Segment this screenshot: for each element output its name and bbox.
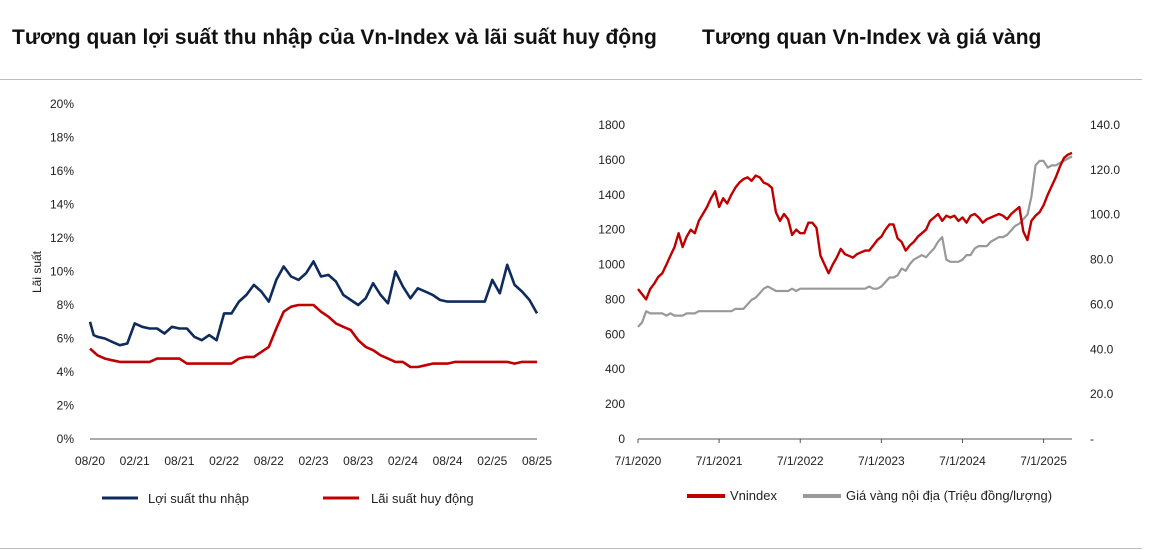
y-tick-label: 12% <box>50 231 74 245</box>
right-y-tick-label: 100.0 <box>1090 208 1120 222</box>
x-tick-label: 02/23 <box>298 454 328 468</box>
x-tick-label: 7/1/2022 <box>777 454 824 468</box>
vnindex-line <box>637 151 1073 301</box>
y-tick-label: 18% <box>50 131 74 145</box>
x-tick-label: 7/1/2023 <box>858 454 905 468</box>
x-tick-label: 08/24 <box>433 454 463 468</box>
y-axis-title: Lãi suất <box>30 250 44 293</box>
left-y-tick-label: 1000 <box>598 258 625 272</box>
x-tick-label: 02/22 <box>209 454 239 468</box>
y-tick-label: 2% <box>57 399 75 413</box>
x-tick-label: 08/25 <box>522 454 552 468</box>
legend-label-gold: Giá vàng nội địa (Triệu đồng/lượng) <box>846 488 1052 503</box>
top-divider <box>0 79 1142 80</box>
left-y-tick-label: 1400 <box>598 188 625 202</box>
y-tick-label: 14% <box>50 198 74 212</box>
left-y-tick-label: 800 <box>605 292 625 306</box>
left-chart-title: Tương quan lợi suất thu nhập của Vn-Inde… <box>12 26 657 49</box>
left-y-tick-label: 1600 <box>598 153 625 167</box>
right-y-tick-label: - <box>1090 432 1094 446</box>
x-tick-label: 02/21 <box>120 454 150 468</box>
bottom-divider <box>0 548 1142 549</box>
y-tick-label: 10% <box>50 265 74 279</box>
left-y-tick-label: 200 <box>605 397 625 411</box>
series-line-1 <box>88 260 539 347</box>
legend-label-1: Lợi suất thu nhập <box>148 491 249 506</box>
x-tick-label: 08/21 <box>164 454 194 468</box>
legend-label-vnindex: Vnindex <box>730 488 777 503</box>
y-tick-label: 20% <box>50 97 74 111</box>
y-tick-label: 0% <box>57 432 75 446</box>
left-y-tick-label: 400 <box>605 362 625 376</box>
gold-price-line <box>637 155 1073 328</box>
x-tick-label: 02/24 <box>388 454 418 468</box>
series-line-2 <box>89 303 537 369</box>
right-y-tick-label: 60.0 <box>1090 297 1114 311</box>
y-tick-label: 16% <box>50 164 74 178</box>
right-y-tick-label: 80.0 <box>1090 253 1114 267</box>
x-tick-label: 02/25 <box>477 454 507 468</box>
x-tick-label: 7/1/2025 <box>1020 454 1067 468</box>
x-tick-label: 08/22 <box>254 454 284 468</box>
right-y-tick-label: 120.0 <box>1090 163 1120 177</box>
right-y-tick-label: 20.0 <box>1090 387 1114 401</box>
yield-vs-deposit-rate-chart: 0% 2% 4% 6% 8% 10% 12% 14% 16% 18% 20% 08/20 02/21 08… <box>30 97 552 506</box>
y-tick-label: 8% <box>57 298 75 312</box>
legend-label-2: Lãi suất huy động <box>371 491 474 506</box>
left-y-tick-label: 1200 <box>598 223 625 237</box>
left-y-tick-label: 1800 <box>598 118 625 132</box>
x-tick-label: 08/20 <box>75 454 105 468</box>
x-tick-label: 7/1/2021 <box>696 454 743 468</box>
right-chart-title: Tương quan Vn-Index và giá vàng <box>702 26 1042 49</box>
left-y-tick-label: 600 <box>605 327 625 341</box>
y-tick-label: 6% <box>57 332 75 346</box>
x-tick-label: 08/23 <box>343 454 373 468</box>
left-y-tick-label: 0 <box>618 432 625 446</box>
x-tick-label: 7/1/2020 <box>615 454 662 468</box>
right-y-tick-label: 140.0 <box>1090 118 1120 132</box>
right-y-tick-label: 40.0 <box>1090 342 1114 356</box>
y-tick-label: 4% <box>57 365 75 379</box>
x-tick-label: 7/1/2024 <box>939 454 986 468</box>
